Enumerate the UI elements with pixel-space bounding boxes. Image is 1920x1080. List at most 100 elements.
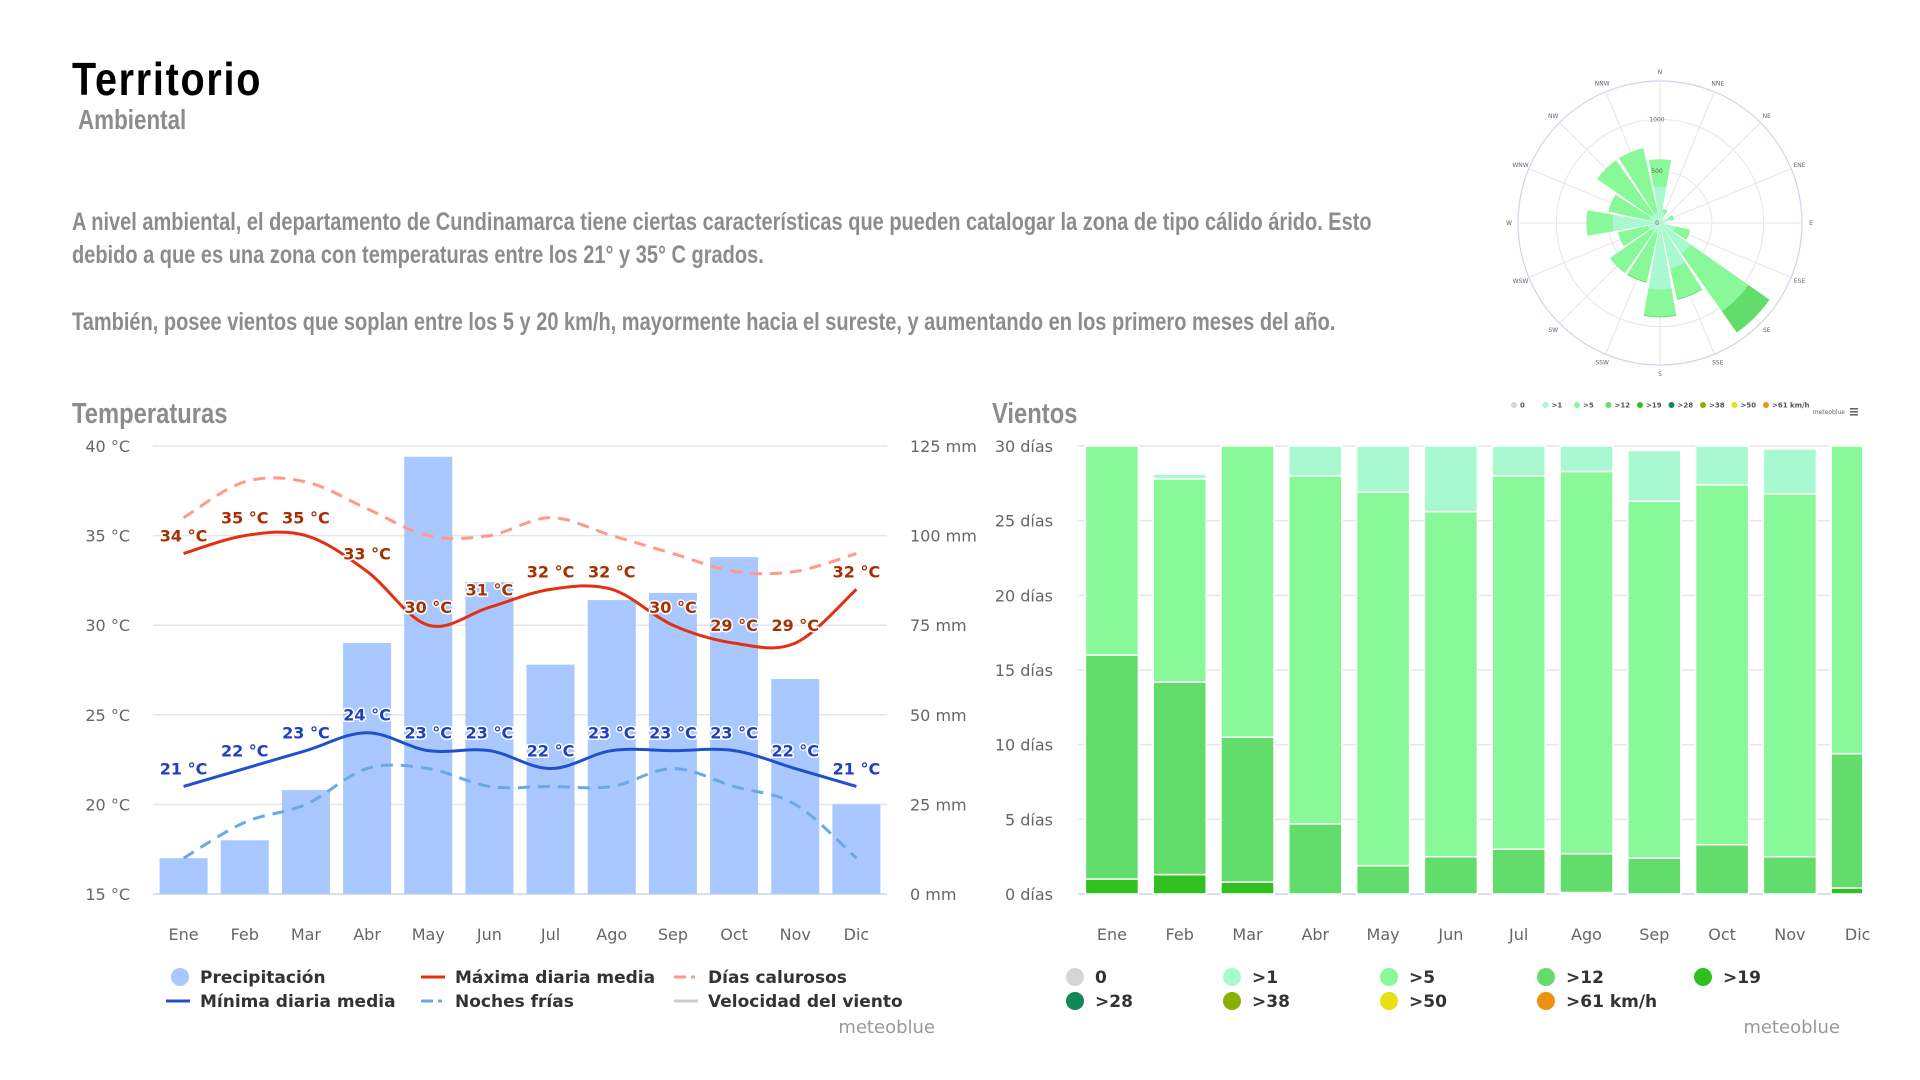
data-label: 35 °C bbox=[282, 509, 330, 528]
y2-tick-label: 25 mm bbox=[910, 795, 967, 814]
rose-legend-item[interactable]: >50 bbox=[1731, 402, 1757, 410]
y-tick-label: 10 días bbox=[995, 736, 1053, 755]
rose-legend-item[interactable]: >28 bbox=[1668, 402, 1694, 410]
wind-bar-segment bbox=[1627, 857, 1682, 895]
data-label: 35 °C bbox=[221, 509, 269, 528]
rose-petal bbox=[1609, 228, 1655, 274]
wind-bar-segment bbox=[1355, 491, 1411, 867]
x-tick-label: Sep bbox=[658, 925, 688, 944]
winds-heading: Vientos bbox=[992, 398, 1078, 430]
legend-item-wind[interactable]: >1 bbox=[1223, 968, 1278, 988]
brand-label: meteoblue bbox=[838, 1017, 935, 1038]
precipitation-bar bbox=[526, 664, 575, 894]
menu-icon[interactable] bbox=[1850, 408, 1858, 416]
legend-item-1[interactable]: Máxima diaria media bbox=[421, 968, 655, 988]
line-max-daily bbox=[183, 530, 858, 650]
legend-item-wind[interactable]: >12 bbox=[1537, 968, 1604, 988]
rose-petal bbox=[1660, 212, 1666, 223]
rose-direction-label: SSE bbox=[1712, 360, 1724, 367]
rose-petal bbox=[1597, 160, 1655, 218]
x-tick-label: Nov bbox=[780, 925, 811, 944]
legend-circle-icon bbox=[1223, 992, 1241, 1010]
legend-item-5[interactable]: Velocidad del viento bbox=[674, 992, 903, 1012]
wind-bar-segment bbox=[1152, 873, 1207, 895]
legend-item-wind[interactable]: 0 bbox=[1066, 968, 1107, 988]
legend-label: >19 bbox=[1646, 402, 1662, 410]
rose-legend-item[interactable]: 0 bbox=[1511, 402, 1525, 410]
y-tick-label: 40 °C bbox=[85, 437, 130, 456]
data-label: 29 °C bbox=[710, 616, 758, 635]
legend-item-wind[interactable]: >5 bbox=[1380, 968, 1435, 988]
rose-direction-label: WSW bbox=[1513, 278, 1529, 285]
data-label: 23 °C bbox=[466, 724, 514, 743]
wind-bar-segment bbox=[1084, 654, 1140, 880]
legend-circle-icon bbox=[1537, 968, 1555, 986]
x-tick-label: May bbox=[412, 925, 445, 944]
legend-item-4[interactable]: Noches frías bbox=[421, 992, 574, 1012]
legend-item-3[interactable]: Mínima diaria media bbox=[166, 992, 396, 1012]
page-subtitle: Ambiental bbox=[78, 104, 187, 135]
rose-legend-item[interactable]: >1 bbox=[1542, 402, 1563, 410]
legend-label: >5 bbox=[1583, 402, 1594, 410]
wind-bar-segment bbox=[1694, 445, 1750, 486]
legend-label: >1 bbox=[1252, 968, 1278, 988]
legend-circle-icon bbox=[171, 968, 189, 986]
rose-petal bbox=[1660, 222, 1663, 224]
data-label: 32 °C bbox=[527, 562, 575, 581]
legend-circle-icon bbox=[1700, 402, 1706, 408]
rose-petal bbox=[1627, 273, 1647, 283]
legend-item-0[interactable]: Precipitación bbox=[171, 968, 326, 988]
legend-label: >28 bbox=[1678, 402, 1694, 410]
wind-bar-segment bbox=[1491, 445, 1546, 477]
legend-item-2[interactable]: Días calurosos bbox=[674, 968, 847, 988]
wind-bar-segment bbox=[1491, 475, 1546, 850]
rose-legend-item[interactable]: >61 km/h bbox=[1763, 402, 1810, 410]
wind-bar-segment bbox=[1084, 445, 1140, 656]
rose-petal bbox=[1662, 208, 1668, 215]
data-label: 32 °C bbox=[588, 562, 636, 581]
rose-petal bbox=[1670, 262, 1702, 299]
legend-item-wind[interactable]: >28 bbox=[1066, 992, 1133, 1012]
rose-petal bbox=[1648, 159, 1672, 188]
y2-tick-label: 50 mm bbox=[910, 706, 967, 725]
rose-petal bbox=[1681, 244, 1749, 312]
legend-item-wind[interactable]: >61 km/h bbox=[1537, 992, 1657, 1012]
data-label: 23 °C bbox=[649, 724, 697, 743]
legend-item-wind[interactable]: >50 bbox=[1380, 992, 1447, 1012]
rose-petal bbox=[1660, 217, 1671, 223]
legend-label: Máxima diaria media bbox=[455, 968, 655, 988]
y-tick-label: 25 °C bbox=[85, 706, 130, 725]
legend-label: Velocidad del viento bbox=[708, 992, 903, 1012]
rose-legend-item[interactable]: >12 bbox=[1605, 402, 1631, 410]
rose-legend-item[interactable]: >38 bbox=[1700, 402, 1725, 410]
rose-petal bbox=[1618, 148, 1658, 215]
legend-label: >38 bbox=[1252, 992, 1290, 1012]
menu-icon-bar bbox=[1850, 411, 1858, 413]
x-tick-label: Oct bbox=[720, 925, 748, 944]
rose-direction-label: W bbox=[1506, 220, 1512, 227]
page-title: Territorio bbox=[72, 53, 263, 105]
data-label: 33 °C bbox=[343, 544, 391, 563]
legend-label: >12 bbox=[1566, 968, 1604, 988]
temperatures-heading: Temperaturas bbox=[72, 398, 228, 430]
x-tick-label: Sep bbox=[1639, 925, 1669, 944]
rose-legend-item[interactable]: >19 bbox=[1637, 402, 1662, 410]
rose-petal bbox=[1627, 231, 1658, 282]
legend-label: 0 bbox=[1520, 402, 1525, 410]
data-label: 23 °C bbox=[588, 724, 636, 743]
legend-item-wind[interactable]: >19 bbox=[1694, 968, 1761, 988]
rose-legend-item[interactable]: >5 bbox=[1574, 402, 1594, 410]
data-label: 24 °C bbox=[343, 706, 391, 725]
y2-tick-label: 125 mm bbox=[910, 437, 977, 456]
wind-bar-segment bbox=[1762, 448, 1818, 495]
legend-label: >61 km/h bbox=[1772, 402, 1810, 410]
legend-circle-icon bbox=[1511, 402, 1517, 408]
legend-item-wind[interactable]: >38 bbox=[1223, 992, 1290, 1012]
precipitation-bar bbox=[648, 592, 697, 894]
wind-bar-segment bbox=[1762, 493, 1818, 858]
data-label: 30 °C bbox=[404, 598, 452, 617]
rose-direction-label: ENE bbox=[1793, 162, 1805, 169]
wind-bar-segment bbox=[1355, 445, 1411, 494]
rose-petal bbox=[1651, 223, 1660, 232]
